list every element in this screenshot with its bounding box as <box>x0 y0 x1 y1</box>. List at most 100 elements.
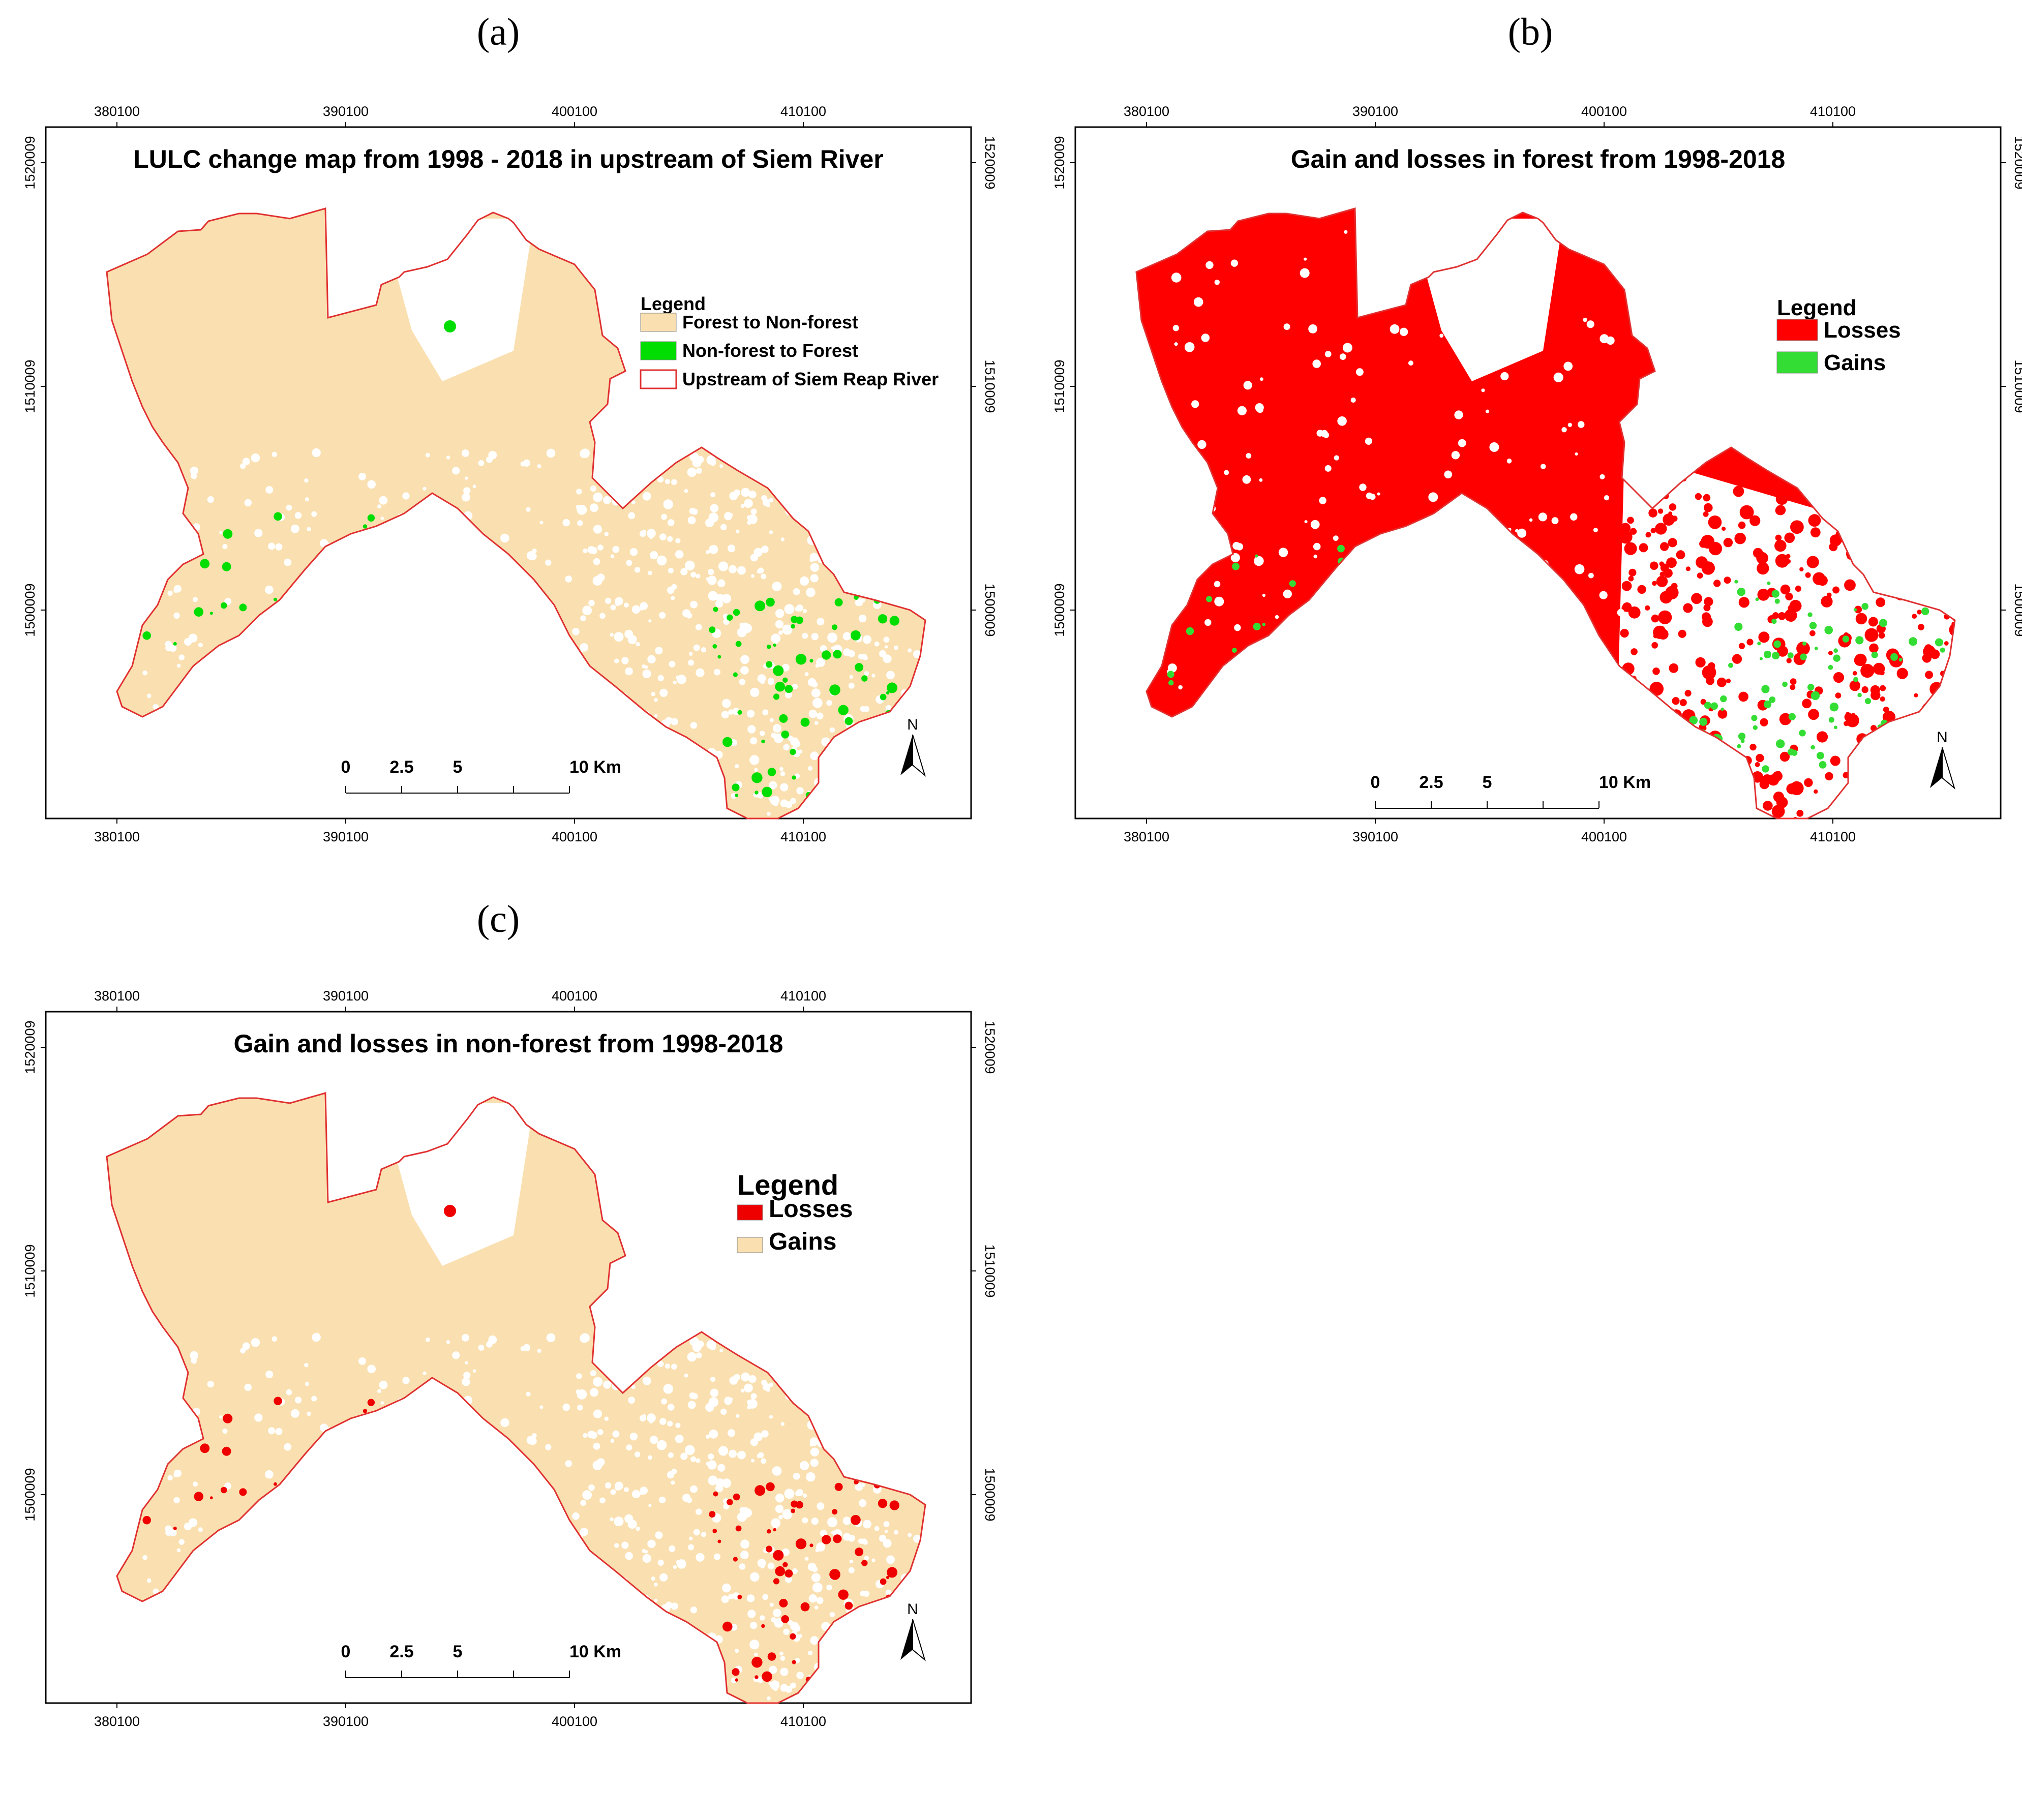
white-spot-149 <box>1319 497 1326 504</box>
scale-label-3: 10 Km <box>1599 773 1651 792</box>
white-spot-east-58 <box>650 551 658 560</box>
white-spot-west-113 <box>271 451 278 458</box>
change-spot-east-50 <box>800 1602 810 1612</box>
loss-spot-344 <box>1783 487 1792 496</box>
white-spot-east-431 <box>608 1381 612 1385</box>
white-spot-east-65 <box>701 647 707 653</box>
white-spot-east-389 <box>621 657 629 664</box>
loss-spot-178 <box>1703 511 1709 517</box>
white-spot-east-245 <box>774 1618 783 1628</box>
white-spot-west-62 <box>572 628 580 635</box>
white-spot-76 <box>1184 342 1195 352</box>
white-spot-west-107 <box>207 496 214 503</box>
white-spot-east-377 <box>665 1363 670 1369</box>
white-spot-10 <box>1547 245 1550 249</box>
white-spot-east-365 <box>587 546 595 554</box>
gain-spot-19 <box>1763 700 1772 709</box>
white-spot-west-116 <box>173 585 182 593</box>
loss-spot-287 <box>1763 801 1773 811</box>
white-spot-west-80 <box>478 460 485 466</box>
map-svg-b: 380100 380100 390100 390100 400100 400100 4101… <box>1052 104 2022 844</box>
change-spot-east-65 <box>735 641 742 647</box>
white-spot-west-19 <box>178 654 185 660</box>
white-spot-west-116 <box>173 1469 182 1477</box>
change-spot-east-64 <box>822 1535 831 1544</box>
white-spot-east-113 <box>769 1382 774 1387</box>
white-spot-east-475 <box>879 650 887 658</box>
white-spot-east-190 <box>647 655 656 664</box>
white-spot-142 <box>1255 403 1264 412</box>
north-arrow: N <box>900 716 926 777</box>
white-spot-71 <box>1324 465 1332 472</box>
white-spot-east-296 <box>782 1509 793 1520</box>
change-spot-west-14 <box>367 1399 375 1406</box>
gain-spot-7 <box>1940 647 1945 653</box>
white-spot-75 <box>1444 470 1452 479</box>
white-spot-east-58 <box>650 1436 658 1444</box>
white-spot-east-467 <box>657 1360 664 1368</box>
legend-label-0: Forest to Non-forest <box>682 312 858 332</box>
white-spot-69 <box>1259 377 1263 381</box>
white-spot-east-266 <box>770 796 780 805</box>
change-spot-center <box>444 1205 456 1217</box>
gain-spot-west-14 <box>1206 596 1213 602</box>
white-spot-east-168 <box>698 1554 702 1558</box>
white-spot-147 <box>1578 421 1585 428</box>
change-spot-west-8 <box>221 1487 227 1494</box>
white-spot-west-56 <box>526 1436 536 1445</box>
change-spot-east-54 <box>833 650 842 659</box>
change-spot-east-5 <box>766 597 775 607</box>
white-spot-77 <box>1344 230 1348 234</box>
change-spot-east-28 <box>844 1601 853 1610</box>
white-spot-east-375 <box>739 622 745 628</box>
change-spot-east-58 <box>834 598 843 606</box>
white-spot-west-133 <box>462 493 470 502</box>
panel-label-b: (b) <box>1507 11 1553 53</box>
white-spot-east-346 <box>580 643 588 652</box>
white-spot-east-388 <box>779 767 783 771</box>
white-spot-87 <box>1232 542 1241 550</box>
north-arrow-right <box>912 734 926 777</box>
white-spot-west-85 <box>358 1357 366 1365</box>
change-spot-east-8 <box>796 616 803 624</box>
change-spot-east-21 <box>779 1598 788 1607</box>
white-spot-east-435 <box>624 1514 633 1523</box>
change-spot-west-12 <box>209 612 213 615</box>
legend-title: Legend <box>641 293 706 314</box>
white-spot-east-137 <box>802 1493 807 1498</box>
white-spot-67 <box>1604 495 1609 501</box>
loss-spot-121 <box>1796 642 1810 655</box>
white-spot-east-464 <box>605 597 612 604</box>
white-spot-east-494 <box>705 518 714 527</box>
white-spot-east-411 <box>671 1363 677 1370</box>
white-spot-east-345 <box>749 755 760 765</box>
gain-spot-11 <box>1861 603 1868 610</box>
white-spot-89 <box>1262 593 1265 597</box>
loss-spot-233 <box>1678 629 1686 638</box>
white-spot-west-42 <box>173 612 180 619</box>
white-spot-east-17 <box>871 1558 876 1562</box>
loss-spot-355 <box>1695 493 1702 500</box>
white-spot-east-69 <box>739 679 746 685</box>
white-spot-113 <box>1563 361 1573 371</box>
scale-label-3: 10 Km <box>569 1642 621 1661</box>
change-spot-east-37 <box>717 655 721 659</box>
white-spot-east-78 <box>687 467 697 477</box>
map-title: LULC change map from 1998 - 2018 in upst… <box>133 145 883 173</box>
white-spot-west-47 <box>219 1415 223 1419</box>
x-tick-label-top-2: 400100 <box>552 988 597 1004</box>
change-spot-east-3 <box>755 600 766 612</box>
loss-spot-176 <box>1777 612 1786 620</box>
loss-spot-165 <box>1679 699 1687 706</box>
white-spot-east-320 <box>757 1559 766 1568</box>
change-spot-east-63 <box>851 630 861 641</box>
white-spot-east-377 <box>665 479 670 484</box>
white-spot-96 <box>1323 432 1330 438</box>
white-spot-east-469 <box>746 1594 755 1602</box>
white-spot-west-63 <box>304 1363 309 1368</box>
scale-label-0: 0 <box>341 757 351 777</box>
loss-spot-151 <box>1755 762 1760 767</box>
white-spot-east-205 <box>810 563 820 572</box>
white-spot-east-193 <box>696 1352 702 1358</box>
loss-spot-373 <box>1833 672 1845 683</box>
